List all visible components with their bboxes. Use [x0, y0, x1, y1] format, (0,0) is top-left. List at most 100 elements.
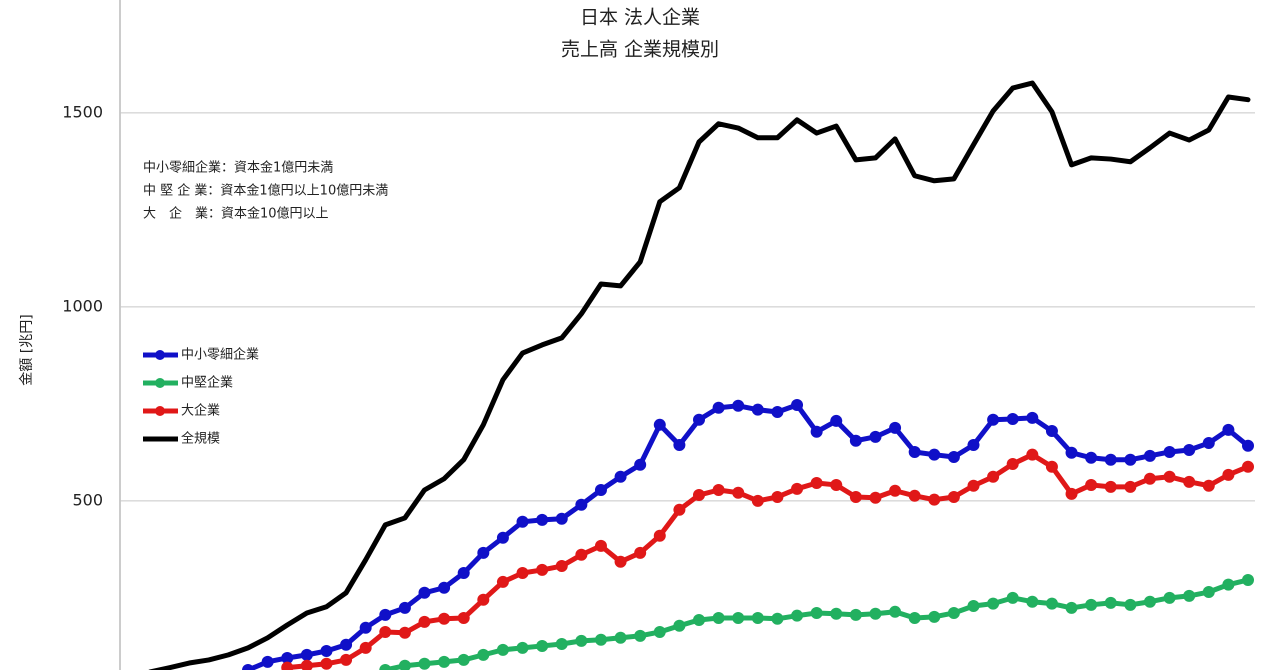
data-point	[320, 644, 333, 657]
data-point	[810, 425, 823, 438]
data-point	[987, 413, 1000, 426]
data-point	[693, 489, 705, 502]
data-point	[614, 470, 627, 483]
series-line	[148, 80, 1251, 670]
data-point	[693, 413, 705, 426]
data-point	[516, 567, 529, 580]
data-point	[379, 625, 392, 638]
legend-label: 全規模	[181, 431, 220, 447]
data-point	[359, 641, 372, 654]
data-point	[869, 607, 882, 620]
data-point	[457, 653, 470, 666]
data-point	[869, 430, 882, 443]
data-point	[320, 657, 333, 670]
data-point	[673, 503, 686, 516]
data-point	[928, 493, 941, 506]
data-point	[457, 612, 470, 625]
legend-label: 中堅企業	[181, 375, 233, 391]
data-point	[1163, 591, 1176, 604]
legend-label: 大企業	[181, 403, 220, 419]
data-point	[1006, 591, 1019, 604]
data-point	[1183, 589, 1196, 602]
data-point	[555, 560, 568, 573]
data-point	[379, 664, 392, 670]
data-point	[1026, 448, 1039, 461]
data-point	[1065, 487, 1078, 500]
data-point	[496, 643, 509, 656]
legend-marker	[155, 350, 165, 360]
data-point	[849, 434, 862, 447]
data-point	[849, 490, 862, 503]
data-point	[1202, 437, 1215, 450]
data-point	[496, 575, 509, 588]
data-point	[830, 607, 843, 620]
data-point	[673, 619, 686, 632]
data-point	[281, 661, 294, 670]
note: 大 企 業：資本金10億円以上	[143, 206, 329, 222]
data-point	[575, 548, 588, 561]
data-point	[398, 626, 411, 639]
data-point	[947, 606, 960, 619]
data-point	[1202, 479, 1215, 492]
data-point	[928, 610, 941, 623]
data-point	[1143, 595, 1156, 608]
data-point	[967, 438, 980, 451]
data-point	[693, 613, 705, 626]
data-point	[477, 546, 490, 559]
series-line	[382, 577, 1251, 670]
data-point	[712, 483, 725, 496]
data-point	[536, 563, 549, 576]
data-point	[987, 597, 1000, 610]
data-point	[418, 586, 431, 599]
data-point	[653, 529, 666, 542]
data-point	[751, 494, 764, 507]
data-point	[849, 608, 862, 621]
data-point	[477, 648, 490, 661]
data-point	[398, 659, 411, 670]
data-point	[614, 631, 627, 644]
data-point	[928, 448, 941, 461]
data-point	[398, 601, 411, 614]
data-point	[751, 403, 764, 416]
data-point	[516, 641, 529, 654]
data-point	[1085, 451, 1098, 464]
series-line	[245, 402, 1251, 670]
data-point	[1006, 457, 1019, 470]
data-point	[987, 470, 1000, 483]
data-point	[1124, 480, 1137, 493]
data-point	[1124, 598, 1137, 611]
data-point	[457, 567, 470, 580]
data-point	[555, 638, 568, 651]
data-point	[1085, 598, 1098, 611]
legend-label: 中小零細企業	[181, 347, 259, 363]
data-point	[653, 625, 666, 638]
data-point	[889, 421, 902, 434]
data-point	[1124, 453, 1137, 466]
data-point	[1006, 412, 1019, 425]
data-point	[516, 515, 529, 528]
data-point	[830, 478, 843, 491]
data-point	[712, 401, 725, 414]
chart-title: 売上高 企業規模別	[561, 39, 719, 61]
data-point	[614, 555, 627, 568]
y-tick-label: 1000	[62, 296, 103, 315]
data-point	[1143, 449, 1156, 462]
data-point	[791, 399, 804, 412]
data-point	[594, 483, 607, 496]
data-point	[438, 581, 451, 594]
data-point	[1242, 460, 1254, 473]
y-tick-label: 1500	[62, 102, 103, 121]
data-point	[1222, 578, 1235, 591]
data-point	[300, 659, 313, 670]
y-tick-label: 500	[72, 490, 103, 509]
data-point	[1065, 446, 1078, 459]
data-point	[261, 655, 274, 668]
data-point	[1163, 470, 1176, 483]
data-point	[908, 612, 921, 625]
data-point	[732, 399, 745, 412]
data-point	[1104, 596, 1117, 609]
data-point	[1045, 425, 1058, 438]
data-point	[575, 634, 588, 647]
